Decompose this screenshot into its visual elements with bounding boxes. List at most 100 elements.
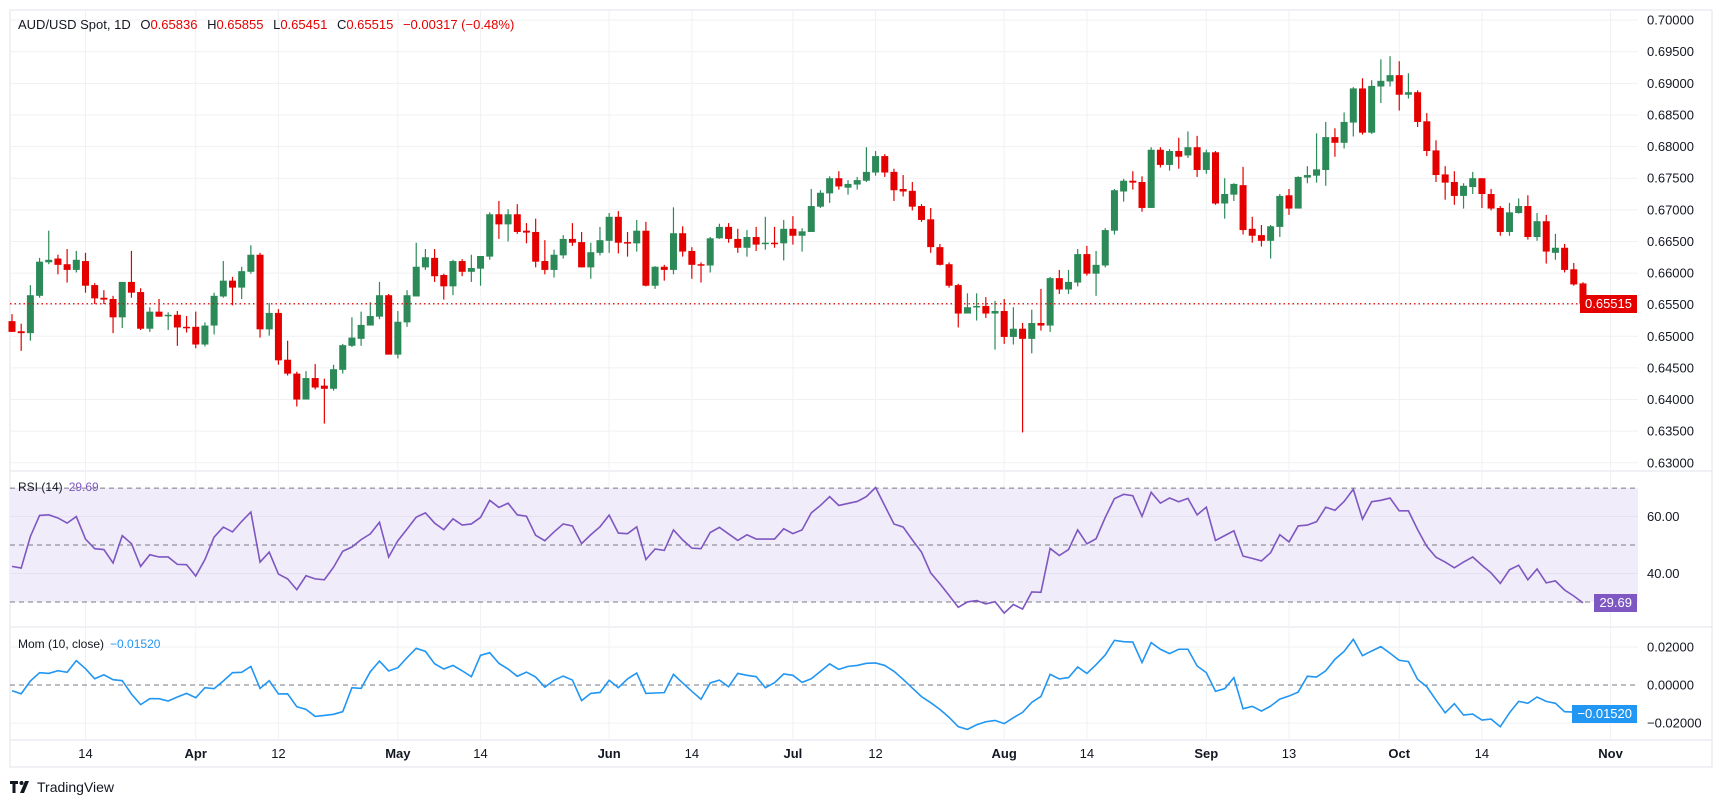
candle-body xyxy=(844,183,852,188)
tradingview-logo[interactable]: TradingView xyxy=(10,779,114,795)
candle-body xyxy=(36,261,44,296)
candle-body xyxy=(63,264,71,270)
candle-up xyxy=(1028,309,1036,354)
candle-body xyxy=(1368,85,1376,133)
candle-up xyxy=(412,242,420,297)
candle-body xyxy=(1579,283,1587,304)
candle-up xyxy=(633,219,641,252)
candle-body xyxy=(872,156,880,173)
candle-body xyxy=(293,373,301,400)
candle-body xyxy=(1000,311,1008,337)
mom-line xyxy=(11,637,1584,731)
candle-body xyxy=(146,311,154,329)
price-axis-label: 0.64000 xyxy=(1647,392,1694,407)
rsi-legend[interactable]: RSI (14) 29.69 xyxy=(18,480,99,494)
candle-body xyxy=(1561,247,1569,270)
candle-body xyxy=(1414,92,1422,122)
candle-up xyxy=(118,281,126,329)
candle-body xyxy=(238,271,246,288)
symbol-title[interactable]: AUD/USD Spot, 1D xyxy=(18,17,131,32)
candle-down xyxy=(1193,135,1201,177)
candle-body xyxy=(743,237,751,248)
high-value: 0.65855 xyxy=(216,17,264,32)
candle-body xyxy=(982,305,990,314)
time-axis-label: Oct xyxy=(1388,746,1410,761)
candle-body xyxy=(660,266,668,270)
candle-up xyxy=(302,371,310,400)
candle-body xyxy=(1120,180,1128,192)
last-price-tag: 0.65515 xyxy=(1580,294,1637,313)
candle-body xyxy=(568,238,576,243)
candle-up xyxy=(1460,183,1468,209)
time-axis-label: 14 xyxy=(1080,746,1094,761)
candle-up xyxy=(1120,178,1128,202)
time-axis-label: Sep xyxy=(1194,746,1218,761)
candle-body xyxy=(918,206,926,220)
candle-up xyxy=(1101,228,1109,268)
candle-up xyxy=(605,212,613,253)
candle-body xyxy=(330,369,338,389)
candle-up xyxy=(559,235,567,259)
time-axis-label: Jul xyxy=(783,746,802,761)
open-value: 0.65836 xyxy=(150,17,198,32)
candle-down xyxy=(1156,147,1164,168)
candle-down xyxy=(256,252,264,338)
mom-legend[interactable]: Mom (10, close) −0.01520 xyxy=(18,637,160,651)
candle-down xyxy=(789,216,797,245)
candle-body xyxy=(532,231,540,262)
candle-down xyxy=(1570,262,1578,286)
candle-body xyxy=(431,257,439,277)
candle-down xyxy=(1450,171,1458,205)
candle-down xyxy=(385,293,393,355)
candle-body xyxy=(1386,75,1394,82)
candle-up xyxy=(706,237,714,273)
candle-down xyxy=(91,283,99,305)
candle-down xyxy=(522,223,530,244)
candle-down xyxy=(1239,166,1247,235)
candle-body xyxy=(1028,323,1036,339)
candle-down xyxy=(568,223,576,246)
rsi-legend-value: 29.69 xyxy=(68,480,99,494)
candle-body xyxy=(513,214,521,232)
candle-body xyxy=(284,359,292,374)
candle-body xyxy=(771,242,779,245)
candle-down xyxy=(1478,178,1486,208)
candle-body xyxy=(385,295,393,355)
candle-body xyxy=(1450,182,1458,196)
candle-body xyxy=(1009,328,1017,337)
candle-down xyxy=(440,273,448,300)
candle-up xyxy=(449,259,457,296)
candle-body xyxy=(1156,149,1164,165)
candle-down xyxy=(1542,214,1550,264)
candle-down xyxy=(1496,206,1504,236)
logo-text: TradingView xyxy=(37,779,115,795)
candle-body xyxy=(1469,178,1477,188)
candle-body xyxy=(614,216,622,243)
candle-body xyxy=(1404,92,1412,95)
candle-up xyxy=(1533,212,1541,241)
candle-body xyxy=(1441,174,1449,183)
candle-up xyxy=(330,364,338,391)
candle-body xyxy=(1377,80,1385,87)
rsi-axis-label: 40.00 xyxy=(1647,566,1680,581)
candle-up xyxy=(486,212,494,260)
candle-up xyxy=(1184,131,1192,158)
mom-axis-label: 0.00000 xyxy=(1647,678,1694,693)
price-axis-label: 0.66500 xyxy=(1647,234,1694,249)
candle-body xyxy=(403,295,411,323)
candle-body xyxy=(421,257,429,268)
candle-body xyxy=(899,188,907,192)
candle-down xyxy=(1019,323,1027,433)
candle-body xyxy=(1065,281,1073,290)
candle-down xyxy=(1037,288,1045,331)
candle-up xyxy=(477,255,485,286)
candle-body xyxy=(936,247,944,265)
candle-body xyxy=(45,259,53,263)
candle-down xyxy=(752,226,760,251)
candle-down xyxy=(725,223,733,243)
candle-up xyxy=(164,312,172,330)
candle-up xyxy=(761,216,769,250)
candle-up xyxy=(798,228,806,252)
candle-body xyxy=(1340,121,1348,143)
